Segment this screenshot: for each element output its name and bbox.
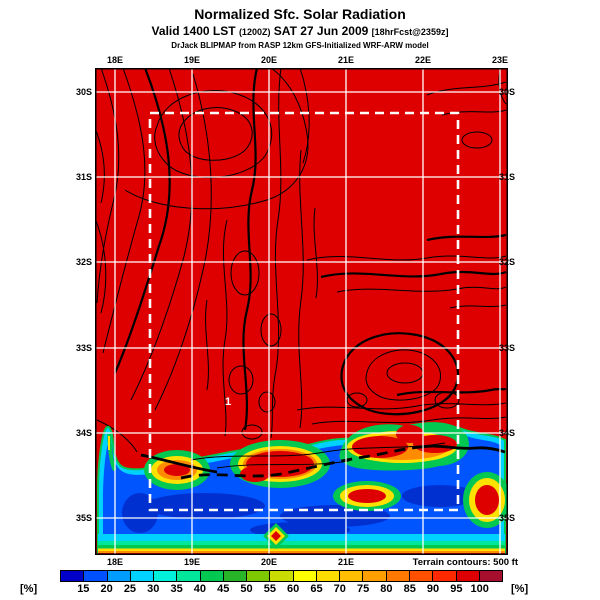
top-axis-label-21E: 21E [337,55,354,65]
colorbar-tick-35: 35 [170,583,183,595]
right-axis-label-31S: 31S [499,172,516,182]
bottom-axis-label-21E: 21E [337,557,354,567]
colorbar-tick-40: 40 [193,583,207,595]
colorbar-tick-50: 50 [240,583,253,595]
left-axis-label-35S: 35S [75,513,92,523]
bottom-axis-label-20E: 20E [260,557,277,567]
colorbar-segment-10 [293,571,317,581]
model-attribution-line: DrJack BLIPMAP from RASP 12km GFS-Initia… [171,41,429,50]
page-title: Normalized Sfc. Solar Radiation [194,6,406,22]
radiation-colorbar [60,570,503,582]
colorbar-tick-70: 70 [333,583,346,595]
colorbar-segment-18 [479,571,503,581]
colorbar-segment-7 [223,571,248,581]
colorbar-tick-20: 20 [100,583,113,595]
colorbar-tick-100: 100 [470,583,489,595]
right-axis-label-35S: 35S [499,513,516,523]
colorbar-unit-right: [%] [511,583,529,595]
colorbar-segment-8 [247,571,271,581]
map-frame [95,68,508,555]
top-axis-label-22E: 22E [414,55,431,65]
colorbar-segment-16 [433,571,457,581]
colorbar-tick-15: 15 [77,583,90,595]
colorbar-unit-left: [%] [20,583,38,595]
colorbar-tick-55: 55 [263,583,276,595]
colorbar-tick-85: 85 [403,583,416,595]
top-axis-label-23E: 23E [491,55,508,65]
colorbar-segment-4 [154,571,178,581]
right-axis-label-30S: 30S [499,87,516,97]
colorbar-tick-75: 75 [356,583,370,595]
colorbar-segment-15 [409,571,434,581]
colorbar-segment-12 [340,571,364,581]
colorbar-tick-80: 80 [380,583,393,595]
colorbar-tick-30: 30 [147,583,160,595]
colorbar-tick-95: 95 [450,583,463,595]
left-axis-label-31S: 31S [75,172,92,182]
colorbar-tick-65: 65 [310,583,323,595]
terrain-contour-note: Terrain contours: 500 ft [412,557,518,568]
left-axis-label-30S: 30S [75,87,92,97]
colorbar-segment-13 [363,571,387,581]
colorbar-segment-5 [177,571,201,581]
top-axis-label-19E: 19E [183,55,200,65]
colorbar-segment-11 [316,571,341,581]
left-axis-label-34S: 34S [75,428,92,438]
right-axis-label-34S: 34S [499,428,516,438]
inner-domain-boundary [148,111,460,512]
left-axis-label-32S: 32S [75,257,92,267]
valid-time-prefix: Valid 1400 LST [151,24,236,38]
coastline [140,444,506,480]
colorbar-segment-0 [61,571,85,581]
colorbar-segment-1 [84,571,108,581]
valid-time-zulu: (1200Z) [238,27,271,37]
top-axis-label-18E: 18E [106,55,123,65]
right-axis-label-33S: 33S [499,343,516,353]
colorbar-segment-9 [270,571,294,581]
colorbar-segment-14 [386,571,410,581]
bottom-axis-label-18E: 18E [106,557,123,567]
site-marker-label: 1 [225,396,231,408]
colorbar-tick-45: 45 [217,583,230,595]
colorbar-segment-3 [130,571,155,581]
right-axis-label-32S: 32S [499,257,516,267]
colorbar-segment-2 [107,571,131,581]
forecast-map: 1 [95,68,508,555]
top-axis-label-20E: 20E [260,55,277,65]
colorbar-tick-90: 90 [426,583,440,595]
colorbar-segment-6 [200,571,224,581]
bottom-axis-label-19E: 19E [183,557,200,567]
colorbar-segment-17 [456,571,480,581]
forecast-init-tag: [18hrFcst@2359z] [371,27,449,37]
valid-time-line: Valid 1400 LST (1200Z) SAT 27 Jun 2009 [… [0,24,600,38]
bottom-edge-stripes [98,534,505,555]
colorbar-tick-25: 25 [123,583,137,595]
left-axis-label-33S: 33S [75,343,92,353]
valid-date: SAT 27 Jun 2009 [273,24,369,38]
graticule [95,68,508,555]
colorbar-tick-60: 60 [287,583,300,595]
